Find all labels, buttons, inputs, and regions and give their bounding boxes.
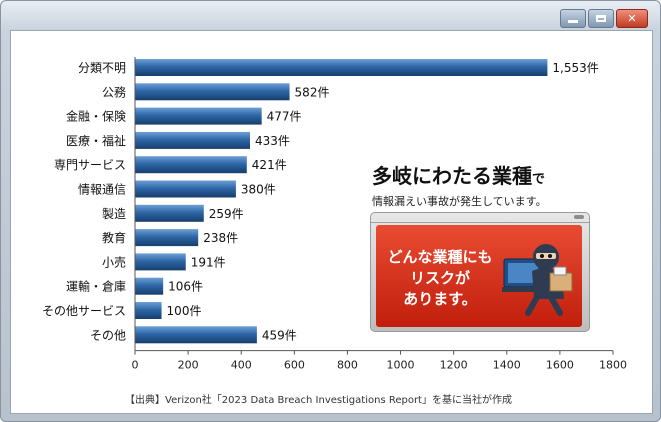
x-tick-label-0: 0 (132, 359, 139, 372)
category-label-6: 製造 (102, 207, 126, 221)
bar-9 (135, 277, 164, 295)
bar-8 (135, 253, 186, 271)
bar-1 (135, 83, 290, 101)
bar-7 (135, 229, 199, 247)
close-icon: ✕ (627, 12, 637, 25)
value-label-0: 1,553件 (552, 61, 598, 75)
bar-10 (135, 302, 162, 319)
panel-red-area: どんな業種にも リスクが あります。 (376, 225, 582, 327)
category-label-5: 情報通信 (78, 183, 126, 197)
maximize-button[interactable] (588, 9, 614, 28)
x-tick-label-9: 1800 (599, 359, 627, 372)
panel-titlebar (371, 213, 589, 223)
panel-handle-icon (574, 215, 584, 219)
x-tick-label-3: 600 (284, 359, 305, 372)
bar-5 (135, 180, 236, 198)
x-tick-label-8: 1600 (546, 359, 574, 372)
category-label-9: 運輸・倉庫 (66, 279, 126, 294)
source-note: 【出典】Verizon社「2023 Data Breach Investigat… (125, 395, 512, 406)
bar-4 (135, 156, 247, 174)
category-label-2: 金融・保険 (66, 109, 126, 124)
maximize-icon (596, 15, 606, 22)
value-label-7: 238件 (203, 231, 238, 245)
panel-line-2: リスクが (409, 269, 470, 287)
close-button[interactable]: ✕ (616, 9, 648, 28)
promo-headline: 多岐にわたる業種で (372, 160, 602, 189)
category-label-10: その他サービス (42, 304, 126, 318)
minimize-button[interactable] (560, 9, 586, 28)
promo-text: 多岐にわたる業種で 情報漏えい事故が発生しています。 (372, 160, 602, 209)
value-label-2: 477件 (267, 110, 302, 124)
value-label-5: 380件 (241, 183, 276, 197)
promo-headline-suffix: で (532, 172, 546, 187)
x-tick-label-2: 400 (231, 359, 252, 372)
value-label-1: 582件 (295, 85, 330, 99)
category-label-1: 公務 (102, 85, 126, 99)
value-label-3: 433件 (255, 134, 290, 148)
category-label-11: その他 (90, 328, 126, 342)
category-label-7: 教育 (102, 230, 126, 245)
category-label-0: 分類不明 (78, 61, 126, 75)
x-tick-label-7: 1400 (493, 359, 521, 372)
risk-panel: どんな業種にも リスクが あります。 (370, 212, 590, 332)
value-label-4: 421件 (252, 158, 287, 172)
panel-line-1: どんな業種にも (387, 248, 493, 266)
value-label-9: 106件 (168, 280, 203, 294)
x-tick-label-6: 1200 (440, 359, 468, 372)
category-label-4: 専門サービス (54, 158, 126, 172)
thief-illustration-icon (502, 244, 573, 316)
category-label-8: 小売 (102, 254, 126, 269)
category-label-3: 医療・福祉 (66, 133, 126, 148)
x-tick-label-5: 1000 (387, 359, 415, 372)
value-label-8: 191件 (191, 255, 226, 269)
bar-6 (135, 204, 204, 222)
promo-subtext: 情報漏えい事故が発生しています。 (372, 195, 547, 208)
x-tick-label-1: 200 (178, 359, 199, 372)
promo-headline-main: 多岐にわたる業種 (372, 164, 532, 188)
value-label-11: 459件 (262, 328, 297, 342)
minimize-icon (568, 19, 578, 23)
bar-11 (135, 326, 257, 344)
x-tick-label-4: 800 (337, 359, 358, 372)
panel-line-3: あります。 (403, 290, 477, 308)
bar-2 (135, 107, 262, 125)
value-label-6: 259件 (209, 207, 244, 221)
value-label-10: 100件 (167, 304, 202, 318)
bar-3 (135, 131, 250, 149)
bar-0 (135, 59, 548, 76)
panel-message: どんな業種にも リスクが あります。 (376, 247, 504, 310)
